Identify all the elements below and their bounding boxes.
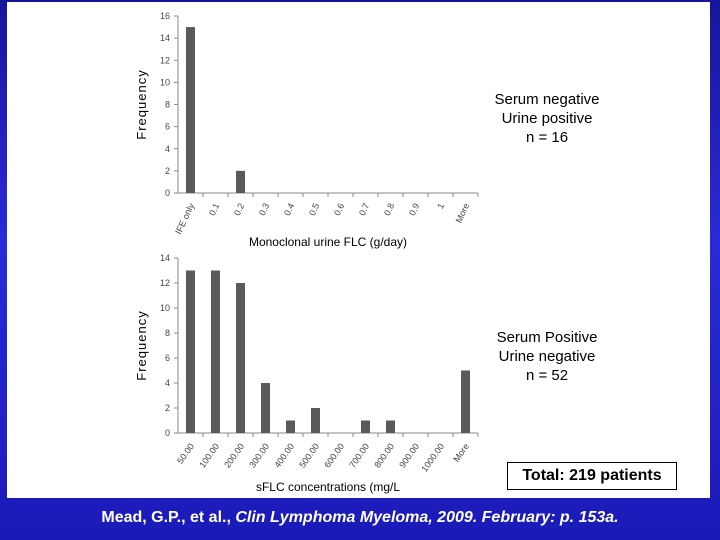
chart2-bar [261, 383, 270, 433]
chart2-y-tick-label: 6 [165, 353, 170, 363]
chart2-y-tick-label: 2 [165, 403, 170, 413]
chart1-y-tick-label: 12 [160, 55, 170, 65]
citation: Mead, G.P., et al., Clin Lymphoma Myelom… [0, 509, 720, 527]
chart1-y-tick-label: 4 [165, 144, 170, 154]
chart1-annotation-line1: Serum negative [494, 91, 600, 108]
chart2-category-label: 600.00 [322, 441, 346, 469]
chart2-y-tick-label: 4 [165, 378, 170, 388]
chart2-category-label: 50.00 [175, 441, 196, 465]
chart2-y-tick-label: 10 [160, 303, 170, 313]
total-patients-box: Total: 219 patients [507, 462, 677, 490]
chart2-category-label: 800.00 [372, 441, 396, 469]
chart1-category-label: 0.4 [282, 202, 296, 218]
chart1-category-label: 0.2 [232, 202, 246, 218]
chart1-category-label: More [454, 202, 472, 225]
chart2-category-label: 300.00 [247, 441, 271, 469]
chart1-y-tick-label: 16 [160, 11, 170, 21]
chart1-annotation-line2: Urine positive [501, 110, 593, 127]
chart2-category-label: 700.00 [347, 441, 371, 469]
chart1-y-tick-label: 2 [165, 166, 170, 176]
chart1-bar [236, 170, 245, 193]
chart2-bar [211, 270, 220, 433]
chart2-x-axis-title: sFLC concentrations (mg/L [256, 480, 400, 494]
chart1-y-tick-label: 0 [165, 188, 170, 198]
chart2-bar [311, 408, 320, 433]
chart2-category-label: 200.00 [222, 441, 246, 469]
chart2-y-tick-label: 12 [160, 278, 170, 288]
chart2-category-label: 900.00 [397, 441, 421, 469]
chart2-bar [186, 270, 195, 433]
chart2-annotation-line2: Urine negative [498, 348, 596, 365]
chart1-y-tick-label: 14 [160, 33, 170, 43]
chart2-bar [386, 420, 395, 433]
chart1-x-axis-title: Monoclonal urine FLC (g/day) [249, 235, 407, 249]
chart2-y-tick-label: 0 [165, 428, 170, 438]
chart1-category-label: 0.1 [207, 202, 221, 218]
chart2-category-label: 400.00 [272, 441, 296, 469]
slide-panel [7, 2, 710, 498]
chart2-category-label: 500.00 [297, 441, 321, 469]
chart2-bar [236, 283, 245, 433]
chart2-annotation-line1: Serum Positive [496, 329, 598, 346]
chart2-bar [361, 420, 370, 433]
chart1-category-label: 0.7 [357, 202, 371, 218]
chart2-y-axis-title: Frequency [134, 310, 149, 380]
chart1-y-tick-label: 10 [160, 77, 170, 87]
chart1-category-label: 1 [435, 202, 446, 211]
chart1-category-label: IFE only [173, 201, 196, 236]
chart1-annotation-line3: n = 16 [525, 129, 569, 146]
chart1-category-label: 0.9 [407, 202, 421, 218]
chart1-y-tick-label: 8 [165, 100, 170, 110]
citation-authors: Mead, G.P., et al., [101, 509, 236, 526]
chart2-y-tick-label: 14 [160, 253, 170, 263]
chart2-annotation: Serum Positive Urine negative n = 52 [480, 328, 614, 385]
chart1-annotation: Serum negative Urine positive n = 16 [480, 90, 614, 147]
chart1-category-label: 0.3 [257, 202, 271, 218]
chart1-category-label: 0.6 [332, 202, 346, 218]
chart2-category-label: More [451, 441, 471, 464]
chart2-annotation-line3: n = 52 [525, 367, 569, 384]
chart1-bar [186, 27, 195, 193]
chart1-category-label: 0.5 [307, 202, 321, 218]
chart2-category-label: 1000.00 [419, 441, 446, 473]
chart1-y-tick-label: 6 [165, 122, 170, 132]
chart1-y-axis-title: Frequency [134, 69, 149, 139]
chart2-category-label: 100.00 [197, 441, 221, 469]
citation-journal: Clin Lymphoma Myeloma, 2009. February: p… [235, 509, 619, 526]
chart2-bar [286, 420, 295, 433]
chart2-bar [461, 370, 470, 433]
chart1-category-label: 0.8 [382, 202, 396, 218]
chart2-y-tick-label: 8 [165, 328, 170, 338]
